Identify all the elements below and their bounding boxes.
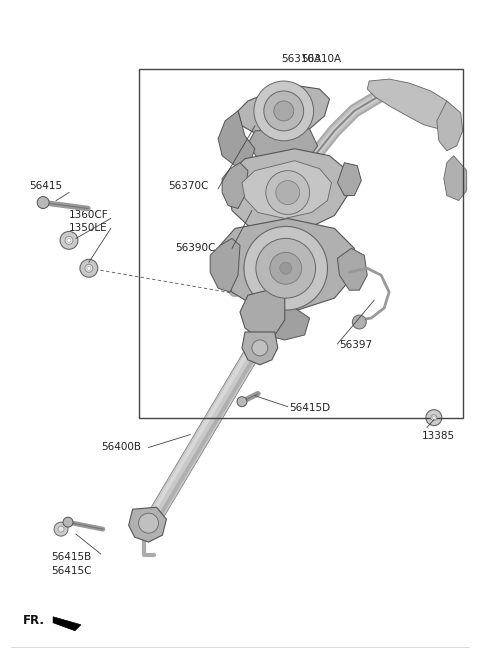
Circle shape (274, 101, 294, 121)
Circle shape (280, 262, 292, 274)
Circle shape (266, 171, 310, 214)
Circle shape (254, 81, 313, 141)
Polygon shape (218, 111, 255, 166)
Polygon shape (238, 86, 329, 136)
Text: 56390C: 56390C (175, 243, 216, 254)
Circle shape (256, 238, 315, 298)
Polygon shape (337, 248, 367, 290)
Polygon shape (242, 332, 278, 365)
Circle shape (244, 227, 327, 310)
Circle shape (431, 415, 437, 420)
Polygon shape (337, 163, 361, 196)
Text: 56370C: 56370C (168, 181, 209, 191)
Circle shape (54, 522, 68, 536)
Text: 56310A: 56310A (301, 54, 342, 64)
Polygon shape (142, 336, 267, 532)
Circle shape (426, 410, 442, 426)
Text: 56400B: 56400B (101, 443, 141, 453)
Circle shape (139, 513, 158, 533)
Text: 56415D: 56415D (288, 403, 330, 413)
Polygon shape (228, 148, 348, 233)
Polygon shape (248, 305, 310, 340)
Text: 56310A: 56310A (282, 54, 322, 64)
Polygon shape (210, 238, 240, 292)
Polygon shape (444, 156, 467, 200)
Text: 1360CF: 1360CF (69, 210, 108, 221)
Circle shape (58, 526, 64, 532)
Circle shape (85, 264, 93, 272)
Polygon shape (218, 219, 354, 310)
Bar (139, 69, 463, 418)
Polygon shape (222, 163, 248, 208)
Polygon shape (150, 341, 265, 530)
Circle shape (37, 196, 49, 208)
Circle shape (352, 315, 366, 329)
Polygon shape (240, 290, 285, 338)
Circle shape (60, 231, 78, 250)
Polygon shape (367, 79, 455, 129)
Text: 56415: 56415 (29, 181, 62, 191)
Text: 56397: 56397 (339, 340, 372, 350)
Circle shape (237, 397, 247, 407)
Circle shape (432, 416, 435, 419)
Polygon shape (248, 129, 318, 166)
Polygon shape (437, 101, 463, 150)
Circle shape (65, 237, 73, 244)
Polygon shape (242, 161, 332, 219)
Polygon shape (144, 337, 258, 526)
Circle shape (270, 252, 301, 284)
Text: 1350LE: 1350LE (69, 223, 108, 233)
Polygon shape (129, 507, 167, 542)
Circle shape (252, 340, 268, 356)
Circle shape (87, 266, 91, 270)
Text: 56415C: 56415C (51, 566, 92, 576)
Text: FR.: FR. (23, 614, 45, 627)
Circle shape (63, 517, 73, 527)
Circle shape (80, 260, 98, 277)
Circle shape (264, 91, 304, 131)
Text: 56415B: 56415B (51, 552, 91, 562)
Circle shape (276, 181, 300, 204)
Text: 13385: 13385 (422, 430, 455, 441)
Circle shape (67, 238, 71, 242)
Polygon shape (53, 617, 81, 631)
